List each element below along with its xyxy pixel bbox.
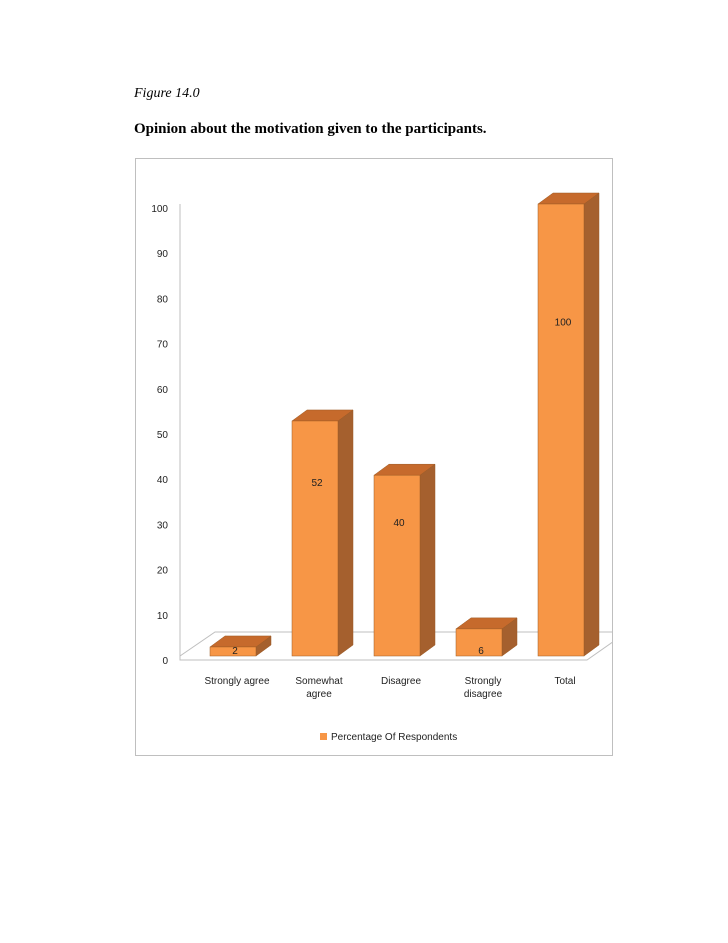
figure-title: Opinion about the motivation given to th… xyxy=(134,121,487,137)
y-tick-label: 0 xyxy=(162,656,168,667)
y-tick-label: 70 xyxy=(157,340,169,351)
x-tick-label-line: Total xyxy=(554,676,575,687)
x-tick-label: Total xyxy=(554,676,575,687)
bar-1 xyxy=(291,409,354,657)
y-tick-label: 40 xyxy=(157,475,169,486)
y-tick-label: 30 xyxy=(157,520,169,531)
x-tick-label-line: Disagree xyxy=(381,676,421,687)
y-tick-label: 50 xyxy=(157,430,169,441)
bar-front xyxy=(537,203,585,657)
legend-label: Percentage Of Respondents xyxy=(331,732,457,743)
bar-2 xyxy=(373,463,436,657)
bar-3 xyxy=(455,617,518,657)
bar-front xyxy=(209,646,257,657)
bar-0 xyxy=(209,635,272,657)
figure-label: Figure 14.0 xyxy=(134,86,200,101)
data-label: 40 xyxy=(393,518,405,529)
data-label: 2 xyxy=(232,646,238,657)
x-tick-label: Strongly agree xyxy=(204,676,269,687)
data-label: 6 xyxy=(478,646,484,657)
y-tick-label: 60 xyxy=(157,385,169,396)
y-tick-label: 80 xyxy=(157,294,169,305)
chart-frame: 0 10 20 30 40 50 60 70 80 90 100 2 Strongly agree 52… xyxy=(135,158,613,756)
data-label: 52 xyxy=(311,478,323,489)
x-tick-label-line: agree xyxy=(306,689,332,700)
data-label: 100 xyxy=(555,318,572,329)
x-tick-label: Somewhat agree xyxy=(295,676,342,700)
bar-side xyxy=(337,409,354,657)
bar-side xyxy=(419,463,436,657)
y-tick-label: 100 xyxy=(151,204,168,215)
bar-4 xyxy=(537,192,600,657)
y-tick-label: 10 xyxy=(157,611,169,622)
bar-front xyxy=(373,474,421,657)
x-tick-label-line: Somewhat xyxy=(295,676,342,687)
x-tick-label-line: Strongly agree xyxy=(204,676,269,687)
x-tick-label-line: disagree xyxy=(464,689,503,700)
x-tick-label: Strongly disagree xyxy=(464,676,503,700)
bar-front xyxy=(455,628,503,657)
bar-chart: 0 10 20 30 40 50 60 70 80 90 100 2 Strongly agree 52… xyxy=(151,192,612,743)
x-tick-label-line: Strongly xyxy=(465,676,502,687)
bar-front xyxy=(291,420,339,657)
x-tick-label: Disagree xyxy=(381,676,421,687)
bar-side xyxy=(583,192,600,657)
legend-swatch xyxy=(320,733,327,740)
y-tick-label: 20 xyxy=(157,566,169,577)
y-tick-label: 90 xyxy=(157,249,169,260)
